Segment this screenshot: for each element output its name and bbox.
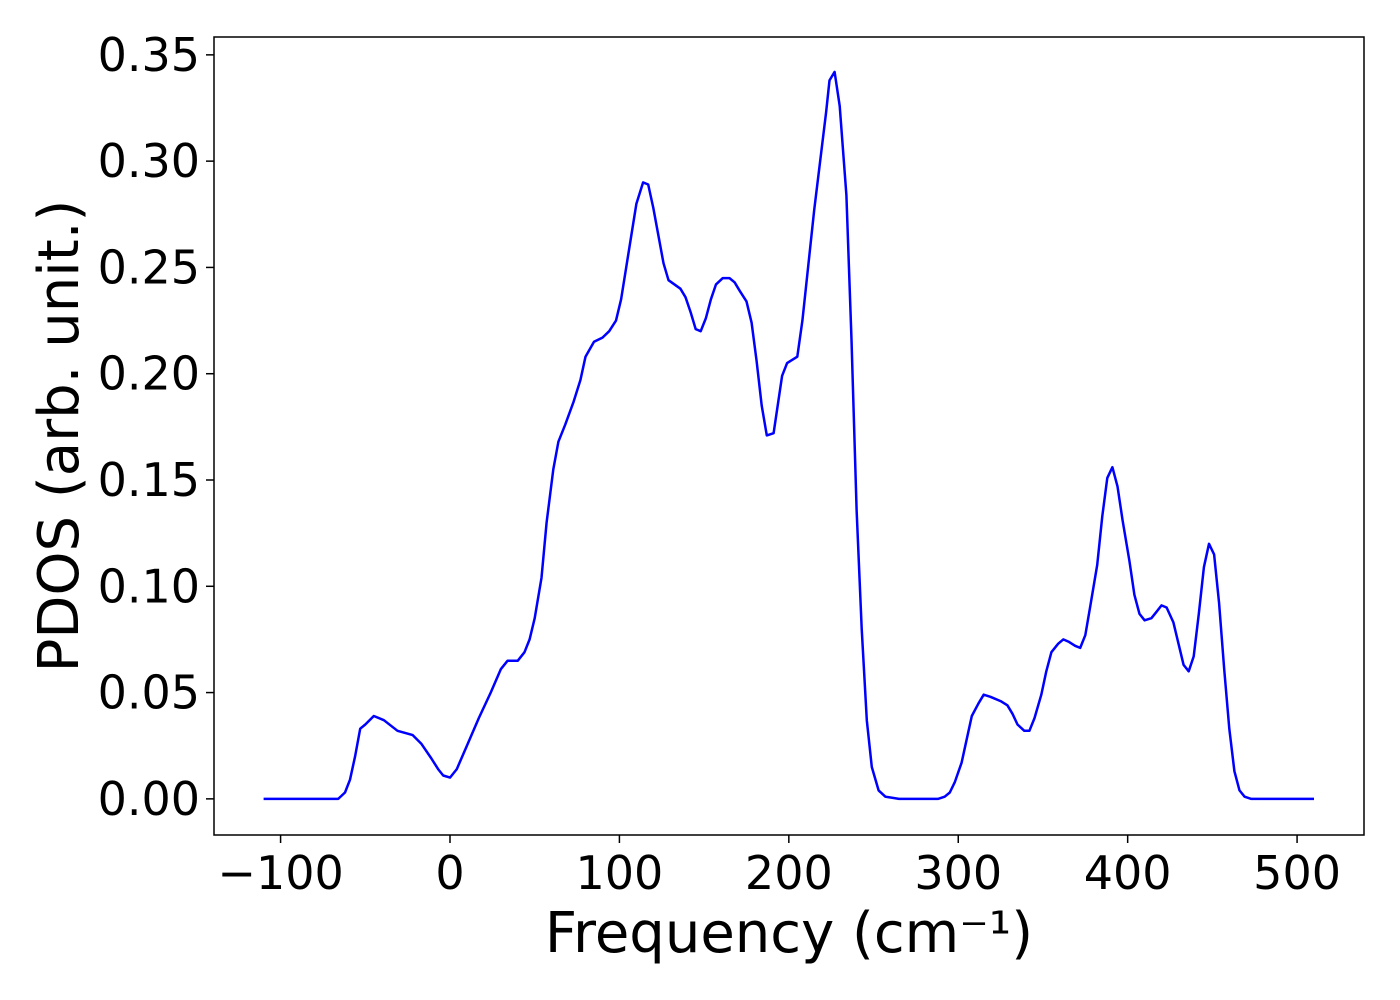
y-tick-label: 0.20 [98, 347, 200, 401]
y-axis-label: PDOS (arb. unit.) [27, 200, 92, 673]
x-axis-label: Frequency (cm⁻¹) [545, 901, 1033, 966]
x-tick-label: 500 [1253, 846, 1341, 900]
line-series [263, 70, 1314, 801]
y-tick-label: 0.25 [98, 240, 200, 294]
x-tick-label: 200 [745, 846, 833, 900]
plot-frame [213, 36, 1365, 836]
y-tick-label: 0.30 [98, 134, 200, 188]
y-tick-label: 0.35 [98, 28, 200, 82]
y-tick-label: 0.00 [98, 772, 200, 826]
x-tick-label: 0 [435, 846, 464, 900]
x-tick-label: 400 [1084, 846, 1172, 900]
x-tick-label: 300 [914, 846, 1002, 900]
y-tick-label: 0.15 [98, 453, 200, 507]
x-tick-label: −100 [217, 846, 343, 900]
y-tick-label: 0.10 [98, 559, 200, 613]
y-tick-label: 0.05 [98, 666, 200, 720]
x-tick-label: 100 [576, 846, 664, 900]
